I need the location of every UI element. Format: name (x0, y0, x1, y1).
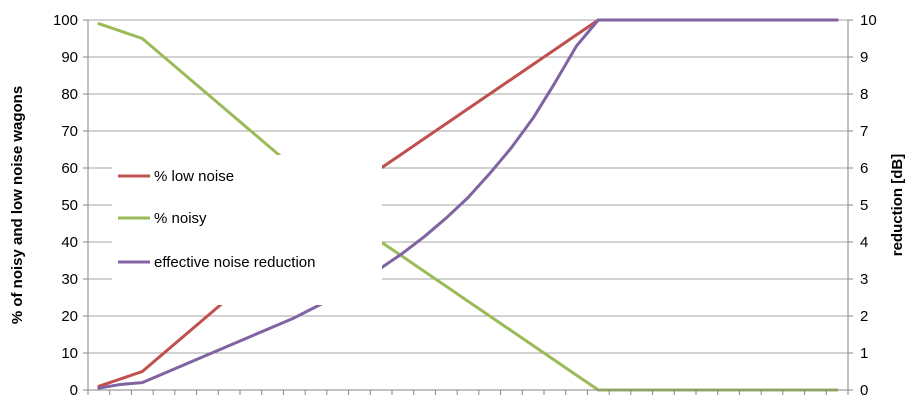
legend-label-low-noise: % low noise (154, 168, 234, 185)
y-right-tick-label: 3 (860, 271, 868, 288)
x-axis-ticks (87, 390, 849, 395)
y-left-tick-label: 70 (61, 123, 78, 140)
y-right-tick-label: 0 (860, 382, 868, 399)
legend-label-reduction: effective noise reduction (154, 254, 316, 271)
y-right-tick-label: 4 (860, 234, 868, 251)
legend-label-noisy: % noisy (154, 210, 207, 227)
y-left-tick-label: 90 (61, 49, 78, 66)
y-left-tick-label: 20 (61, 308, 78, 325)
y-left-tick-label: 100 (53, 12, 78, 29)
y-left-tick-label: 0 (70, 382, 78, 399)
y-left-tick-label: 60 (61, 160, 78, 177)
y-right-tick-label: 10 (860, 12, 877, 29)
y-axis-left-ticks: 0 10 20 30 40 50 60 70 80 90 100 (53, 12, 88, 399)
y-right-tick-label: 8 (860, 86, 868, 103)
series-line-effective-noise-reduction (97, 18, 839, 390)
y-left-tick-label: 40 (61, 234, 78, 251)
y-right-tick-label: 5 (860, 197, 868, 214)
y-right-tick-label: 9 (860, 49, 868, 66)
y-axis-left-title: % of noisy and low noise wagons (9, 86, 26, 324)
y-right-tick-label: 1 (860, 345, 868, 362)
y-left-tick-label: 80 (61, 86, 78, 103)
y-axis-right-title: reduction [dB] (889, 154, 906, 257)
y-right-tick-label: 6 (860, 160, 868, 177)
y-left-tick-label: 50 (61, 197, 78, 214)
y-axis-right-ticks: 0 1 2 3 4 5 6 7 8 9 10 (848, 12, 877, 399)
y-right-tick-label: 2 (860, 308, 868, 325)
legend: % low noise % noisy effective noise redu… (112, 155, 382, 305)
legend-background (112, 155, 382, 305)
y-right-tick-label: 7 (860, 123, 868, 140)
y-left-tick-label: 30 (61, 271, 78, 288)
y-left-tick-label: 10 (61, 345, 78, 362)
